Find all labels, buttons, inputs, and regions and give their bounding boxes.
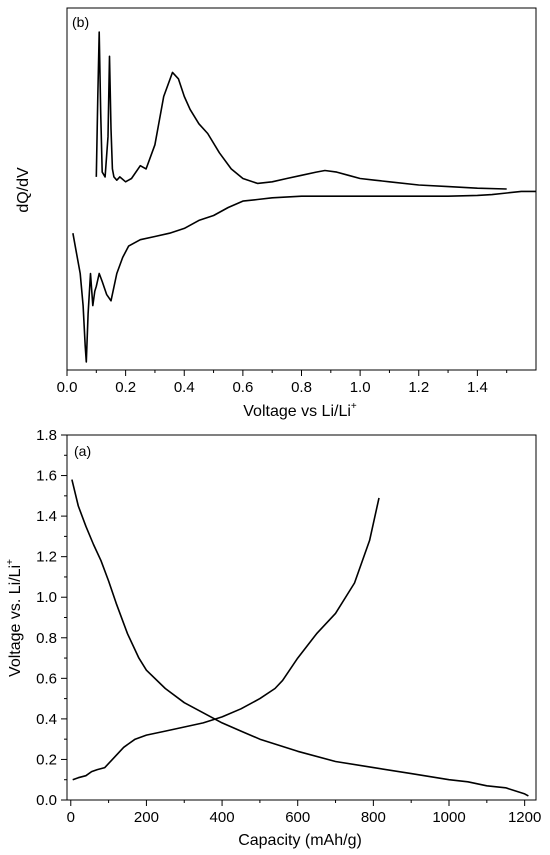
dqdv-delithiation-line [95,31,507,190]
dqdv-x-tick-label: 0.0 [57,379,78,396]
dqdv-x-tick-label: 1.2 [408,379,429,396]
dqdv-x-axis-label: Voltage vs Li/Li+ [243,401,357,420]
dqdv-plot-frame [66,7,537,371]
voltage-y-tick-label: 0.6 [36,670,57,687]
dqdv-x-tick-label: 1.4 [467,379,488,396]
voltage-y-ticks: 0.0 0.2 0.4 0.6 0.8 1.0 1.2 1.4 1.6 1.8 [36,427,67,809]
voltage-x-tick-label: 0 [67,809,75,826]
voltage-x-tick-label: 600 [285,809,310,826]
dqdv-x-axis-label-text: Voltage vs Li/Li [243,403,351,420]
voltage-y-tick-label: 1.6 [36,468,57,485]
voltage-y-tick-label: 1.8 [36,427,57,444]
voltage-y-axis-label: Voltage vs. Li/Li+ [5,559,24,677]
voltage-x-axis-label: Capacity (mAh/g) [238,832,362,849]
dqdv-x-tick-label: 0.2 [115,379,136,396]
voltage-plot-frame [66,434,537,801]
dqdv-x-tick-label: 0.4 [174,379,195,396]
dqdv-y-axis-label: dQ/dV [15,167,32,213]
dqdv-x-axis-label-sup: + [351,401,357,412]
voltage-y-tick-label: 0.4 [36,711,57,728]
voltage-lithiation-curve [71,479,529,797]
dqdv-panel-label: (b) [72,14,89,30]
dqdv-x-tick-label: 1.0 [350,379,371,396]
voltage-delithiation-curve [72,497,380,781]
voltage-y-tick-label: 0.8 [36,630,57,647]
voltage-x-tick-label: 1000 [432,809,465,826]
dqdv-x-tick-label: 0.8 [291,379,312,396]
voltage-panel-label: (a) [74,443,91,459]
voltage-x-tick-label: 400 [210,809,235,826]
voltage-panel: (a) 0 200 400 600 800 1000 1200 0.00.20.40.60.… [5,427,541,849]
voltage-series [71,479,529,797]
voltage-x-tick-label: 800 [361,809,386,826]
voltage-x-tick-label: 200 [134,809,159,826]
dqdv-x-tick-label: 0.6 [232,379,253,396]
voltage-y-tick-label: 0.0 [36,792,57,809]
voltage-y-tick-label: 1.4 [36,508,57,525]
voltage-y-tick-label: 1.2 [36,549,57,566]
dqdv-lithiation-line [72,190,536,363]
dqdv-panel: (b) 0.0 0.2 0.4 0.6 0.8 1.0 1.2 1.4 dQ/dV Volta… [15,7,537,420]
voltage-x-tick-label: 1200 [508,809,541,826]
dqdv-series [72,31,536,363]
voltage-x-ticks: 0 200 400 600 800 1000 1200 [67,800,541,826]
voltage-y-tick-label: 1.0 [36,589,57,606]
dqdv-x-ticks: 0.0 0.2 0.4 0.6 0.8 1.0 1.2 1.4 [57,370,508,396]
voltage-y-tick-label: 0.2 [36,751,57,768]
voltage-y-axis-label-sup: + [5,559,16,565]
voltage-y-axis-label-text: Voltage vs. Li/Li [7,565,24,677]
